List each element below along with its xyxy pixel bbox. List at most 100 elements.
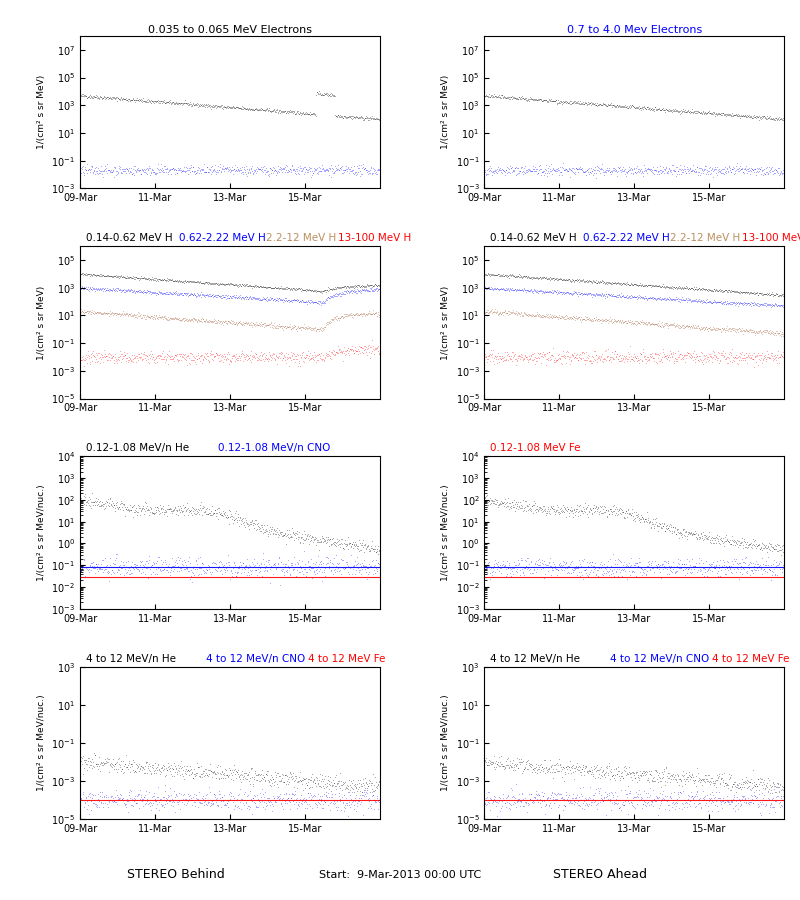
Point: [620, 504, 633, 518]
Point: [541, 346, 554, 361]
Point: [630, 101, 643, 115]
Point: [359, 541, 372, 555]
Point: [166, 795, 178, 809]
Point: [699, 295, 712, 310]
Point: [249, 558, 262, 572]
Point: [565, 163, 578, 177]
Point: [542, 284, 555, 299]
Point: [218, 99, 230, 113]
Point: [521, 165, 534, 179]
Point: [172, 97, 185, 112]
Point: [200, 768, 213, 782]
Point: [702, 104, 715, 118]
Point: [154, 506, 166, 520]
Point: [319, 550, 332, 564]
Point: [301, 284, 314, 298]
Point: [680, 792, 693, 806]
Point: [706, 284, 719, 298]
Point: [760, 538, 773, 553]
Point: [138, 788, 151, 802]
Point: [640, 277, 653, 292]
Point: [717, 773, 730, 788]
Point: [497, 495, 510, 509]
Point: [133, 762, 146, 777]
Point: [742, 558, 754, 572]
Point: [346, 772, 359, 787]
Point: [609, 313, 622, 328]
Point: [769, 288, 782, 302]
Point: [345, 795, 358, 809]
Point: [179, 275, 192, 290]
Point: [768, 349, 781, 364]
Point: [331, 310, 344, 325]
Point: [254, 767, 267, 781]
Point: [241, 352, 254, 366]
Point: [344, 774, 357, 788]
Point: [561, 793, 574, 807]
Point: [326, 796, 339, 811]
Point: [479, 267, 492, 282]
Point: [245, 162, 258, 176]
Point: [652, 291, 665, 305]
Point: [618, 509, 631, 524]
Point: [533, 500, 546, 514]
Point: [610, 346, 623, 361]
Point: [775, 783, 788, 797]
Point: [368, 566, 381, 580]
Point: [555, 160, 568, 175]
Point: [129, 93, 142, 107]
Point: [199, 165, 212, 179]
Point: [728, 774, 741, 788]
Point: [338, 776, 350, 790]
Point: [166, 310, 178, 325]
Point: [135, 794, 148, 808]
Point: [720, 778, 733, 792]
Point: [699, 531, 712, 545]
Point: [174, 353, 187, 367]
Point: [137, 352, 150, 366]
Point: [328, 776, 341, 790]
Point: [200, 562, 213, 577]
Point: [76, 280, 89, 294]
Point: [674, 773, 687, 788]
Point: [538, 499, 550, 513]
Point: [528, 762, 541, 777]
Point: [734, 796, 747, 811]
Point: [737, 352, 750, 366]
Point: [336, 166, 349, 180]
Point: [261, 764, 274, 778]
Point: [721, 349, 734, 364]
Point: [618, 797, 630, 812]
Point: [230, 564, 243, 579]
Point: [523, 758, 536, 772]
Point: [732, 162, 745, 176]
Point: [142, 159, 155, 174]
Point: [248, 559, 261, 573]
Point: [160, 95, 173, 110]
Point: [516, 270, 529, 284]
Point: [241, 768, 254, 782]
Point: [290, 162, 303, 176]
Point: [515, 752, 528, 766]
Point: [624, 767, 637, 781]
Point: [192, 166, 205, 180]
Point: [279, 557, 292, 572]
Point: [232, 559, 245, 573]
Point: [250, 522, 263, 536]
Point: [84, 304, 97, 319]
Point: [726, 159, 739, 174]
Point: [685, 351, 698, 365]
Point: [262, 794, 274, 808]
Point: [578, 505, 591, 519]
Point: [654, 346, 666, 361]
Point: [332, 338, 345, 353]
Point: [106, 499, 118, 513]
Point: [183, 503, 196, 517]
Point: [368, 542, 381, 556]
Point: [201, 314, 214, 328]
Point: [192, 505, 205, 519]
Point: [486, 90, 499, 104]
Point: [184, 791, 197, 806]
Point: [730, 294, 742, 309]
Point: [300, 795, 313, 809]
